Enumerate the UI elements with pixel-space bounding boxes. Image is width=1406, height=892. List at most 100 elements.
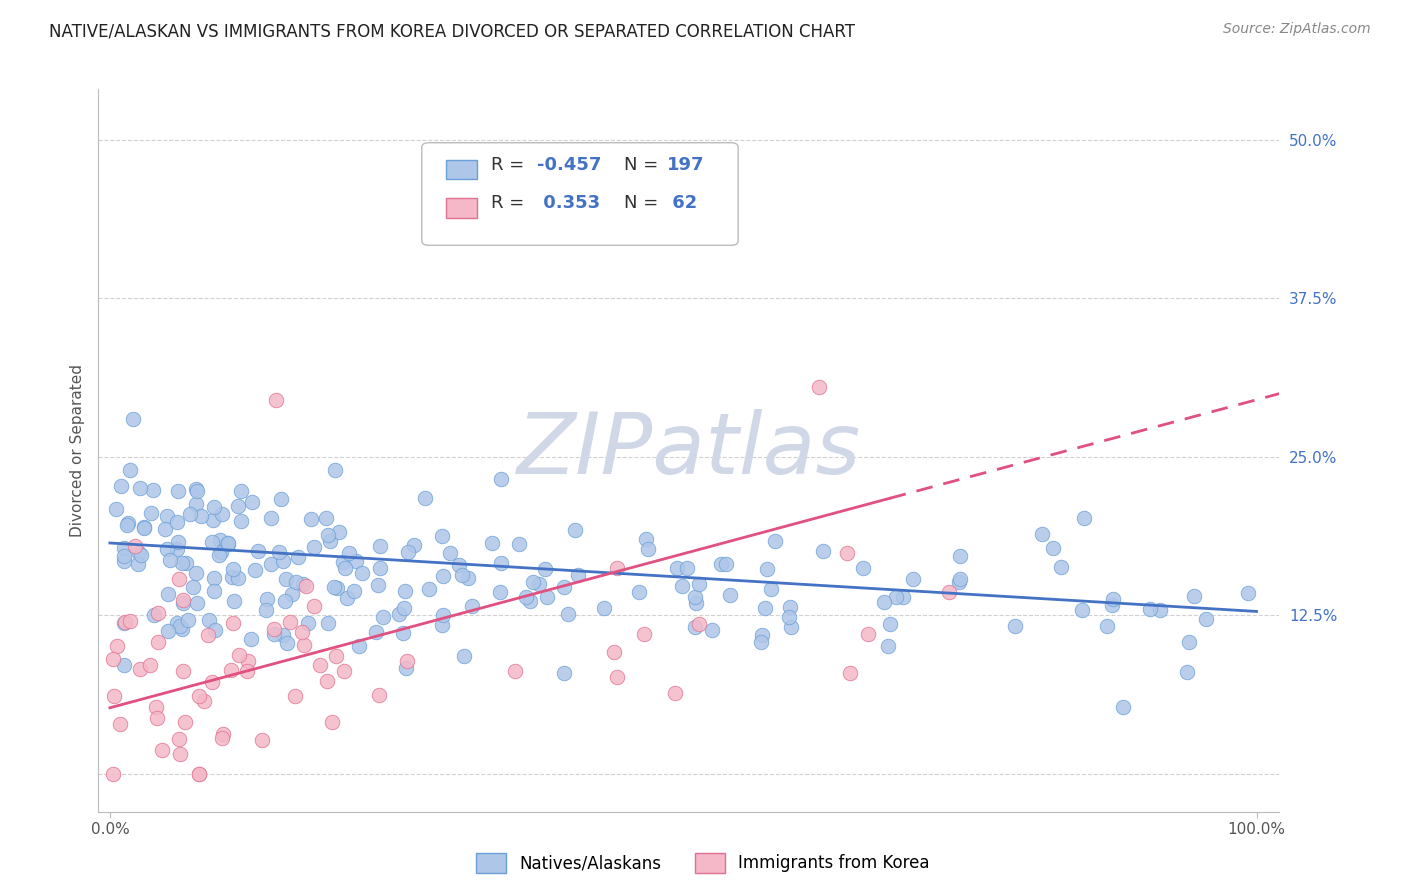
Point: [129, 481, 152, 495]
Point: [243, 564, 266, 578]
Point: [103, 651, 125, 665]
Point: [188, 766, 211, 780]
Point: [337, 546, 360, 560]
Point: [536, 590, 558, 604]
Point: [676, 560, 699, 574]
Point: [557, 607, 579, 622]
Point: [1070, 603, 1092, 617]
Point: [299, 512, 322, 526]
Point: [291, 624, 314, 639]
Point: [211, 508, 233, 522]
Point: [222, 615, 245, 630]
Point: [117, 518, 139, 533]
Point: [150, 743, 173, 757]
Point: [1050, 560, 1073, 574]
Point: [120, 615, 142, 629]
Point: [169, 572, 191, 586]
Point: [333, 665, 356, 679]
Point: [1195, 612, 1218, 626]
Point: [368, 689, 391, 703]
Point: [141, 507, 163, 521]
Point: [1182, 589, 1205, 603]
Point: [166, 615, 188, 630]
Point: [489, 471, 512, 485]
Point: [202, 584, 225, 599]
Point: [453, 648, 475, 663]
Point: [328, 524, 350, 539]
Point: [886, 591, 908, 605]
Point: [877, 639, 900, 653]
Point: [260, 511, 283, 525]
Point: [633, 627, 655, 641]
Point: [343, 583, 366, 598]
Point: [1031, 527, 1053, 541]
Point: [112, 541, 135, 555]
Point: [718, 588, 741, 602]
Point: [117, 516, 139, 531]
Point: [395, 660, 418, 674]
Point: [291, 577, 314, 591]
Text: -0.457: -0.457: [537, 156, 602, 174]
Point: [1095, 619, 1118, 633]
Text: Source: ZipAtlas.com: Source: ZipAtlas.com: [1223, 22, 1371, 37]
Point: [606, 670, 628, 684]
Point: [143, 608, 166, 623]
Point: [751, 628, 773, 642]
Point: [129, 548, 152, 562]
Point: [172, 593, 194, 607]
Point: [503, 664, 526, 678]
Point: [508, 537, 530, 551]
Point: [432, 607, 454, 622]
Point: [202, 571, 225, 585]
Point: [221, 570, 243, 584]
Point: [177, 613, 200, 627]
Point: [394, 583, 416, 598]
Text: R =: R =: [491, 194, 530, 212]
Point: [132, 520, 155, 534]
Point: [197, 628, 219, 642]
Point: [1042, 541, 1064, 556]
Point: [432, 569, 454, 583]
Point: [108, 716, 131, 731]
Point: [271, 553, 294, 567]
Point: [564, 524, 586, 538]
Point: [432, 529, 454, 543]
Point: [211, 545, 233, 559]
Point: [167, 534, 190, 549]
Point: [124, 539, 146, 553]
Point: [1112, 700, 1135, 714]
Point: [201, 534, 224, 549]
Point: [402, 538, 425, 552]
Point: [184, 566, 207, 580]
Point: [184, 482, 207, 496]
Point: [879, 616, 901, 631]
Point: [156, 587, 179, 601]
Point: [114, 615, 136, 629]
Point: [671, 579, 693, 593]
Point: [222, 562, 245, 576]
Point: [228, 648, 250, 662]
Point: [287, 549, 309, 564]
Point: [603, 645, 626, 659]
Point: [208, 533, 231, 547]
Point: [166, 484, 188, 499]
Point: [396, 654, 419, 668]
Point: [606, 560, 628, 574]
Point: [683, 620, 706, 634]
Point: [112, 615, 135, 630]
Point: [142, 483, 165, 497]
Point: [201, 674, 224, 689]
Point: [315, 673, 337, 688]
Point: [553, 580, 575, 594]
Point: [1101, 598, 1123, 612]
Point: [685, 590, 707, 604]
Point: [239, 632, 262, 646]
Point: [202, 500, 225, 514]
Point: [325, 648, 347, 663]
Point: [873, 595, 896, 609]
Point: [1237, 585, 1260, 599]
Point: [837, 546, 859, 560]
Point: [240, 495, 263, 509]
Point: [637, 542, 659, 557]
Point: [439, 546, 461, 560]
